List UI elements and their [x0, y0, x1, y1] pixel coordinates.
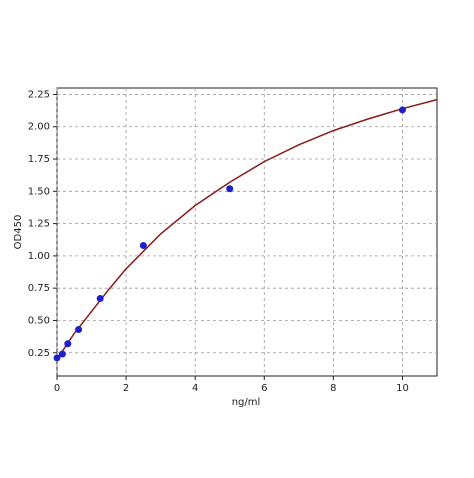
fit-curve	[56, 98, 438, 360]
y-tick-label: 1.50	[28, 186, 50, 197]
plot-area	[56, 87, 438, 377]
data-point	[75, 326, 83, 334]
x-tick-label: 0	[54, 383, 60, 394]
y-tick-label: 1.25	[28, 219, 50, 230]
data-point	[398, 106, 406, 114]
y-tick-label: 0.50	[28, 315, 50, 326]
x-tick-label: 10	[396, 383, 409, 394]
x-tick-label: 4	[192, 383, 198, 394]
x-axis-label: ng/ml	[232, 397, 261, 408]
y-tick-label: 0.75	[28, 283, 50, 294]
y-tick-label: 2.00	[28, 122, 50, 133]
y-tick-label: 2.25	[28, 89, 50, 100]
y-tick-label: 0.25	[28, 348, 50, 359]
y-tick-label: 1.75	[28, 154, 50, 165]
x-tick-label: 2	[123, 383, 129, 394]
data-point	[226, 185, 234, 193]
x-tick-label: 6	[261, 383, 267, 394]
data-point	[58, 350, 66, 358]
data-point	[96, 295, 104, 303]
data-point	[53, 354, 61, 362]
x-tick-label: 8	[330, 383, 336, 394]
y-axis-label: OD450	[13, 215, 24, 250]
y-tick-label: 1.00	[28, 251, 50, 262]
data-point	[64, 340, 72, 348]
data-point	[139, 242, 147, 250]
